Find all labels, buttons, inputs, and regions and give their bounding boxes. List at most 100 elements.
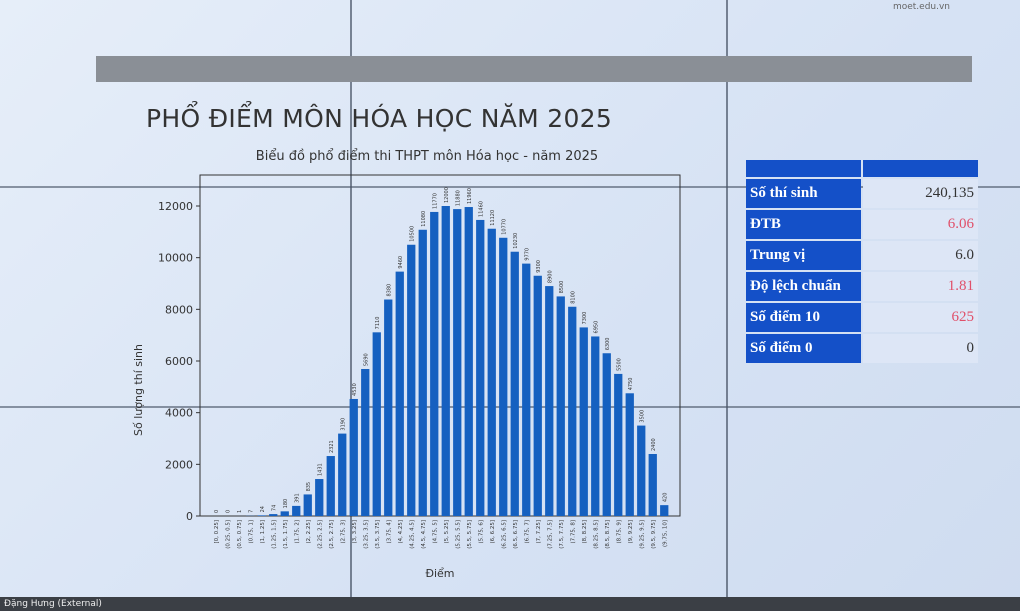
bar: [418, 229, 427, 516]
bar: [395, 271, 404, 516]
x-tick-label: (7.5, 7.75]: [559, 520, 565, 549]
x-tick-label: (8.5, 8.75]: [605, 520, 611, 549]
x-tick-label: (3.75, 4]: [386, 520, 392, 544]
x-tick-label: (9.25, 9.5]: [639, 520, 645, 549]
data-label: 3190: [340, 418, 346, 431]
stat-label: Số thí sinh: [746, 179, 861, 208]
data-label: 6950: [593, 321, 599, 334]
y-tick-label: 0: [186, 510, 193, 523]
stats-table: Số thí sinh 240,135 ĐTB 6.06 Trung vị 6.0 Độ l…: [744, 158, 980, 365]
data-label: 8380: [386, 284, 392, 297]
x-tick-label: (1.5, 1.75]: [283, 520, 289, 549]
stat-label: ĐTB: [746, 210, 861, 239]
x-tick-label: (5.5, 5.75]: [467, 520, 473, 549]
plot-frame: [199, 174, 681, 517]
bar: [384, 299, 393, 516]
x-tick-label: (1.75, 2]: [294, 520, 300, 544]
bar: [303, 494, 312, 516]
bar: [338, 433, 347, 516]
data-label: 11080: [421, 211, 427, 227]
x-tick-label: (4.5, 4.75]: [421, 520, 427, 549]
data-label: 5500: [616, 358, 622, 371]
x-tick-label: (8, 8.25]: [582, 520, 588, 544]
stat-value: 625: [863, 303, 978, 332]
x-tick-label: (4.25, 4.5]: [409, 520, 415, 549]
data-label: 835: [306, 482, 312, 492]
data-label: 420: [662, 493, 668, 503]
site-label: moet.edu.vn: [892, 2, 950, 12]
bar: [280, 511, 289, 516]
data-label: 11960: [467, 188, 473, 204]
x-tick-label: (6.75, 7]: [524, 520, 530, 544]
y-tick-label: 8000: [165, 303, 193, 316]
x-tick-label: (0.25, 0.5]: [225, 520, 231, 549]
bar: [545, 286, 554, 516]
data-label: 0: [225, 510, 231, 513]
data-label: 4530: [352, 383, 358, 396]
table-row: ĐTB 6.06: [746, 210, 978, 239]
x-tick-label: (5.25, 5.5]: [455, 520, 461, 549]
stat-value: 0: [863, 334, 978, 363]
data-label: 12000: [444, 187, 450, 203]
data-label: 5690: [363, 353, 369, 366]
stat-label: Số điểm 0: [746, 334, 861, 363]
table-row: Độ lệch chuẩn 1.81: [746, 272, 978, 301]
x-tick-label: (5, 5.25]: [444, 520, 450, 544]
data-label: 24: [260, 506, 266, 512]
bar: [441, 206, 450, 516]
bar: [315, 479, 324, 516]
bar: [407, 244, 416, 516]
bar: [579, 327, 588, 516]
x-tick-label: (7, 7.25]: [536, 520, 542, 544]
data-label: 2321: [329, 440, 335, 453]
x-tick-label: (6.5, 6.75]: [513, 520, 519, 549]
x-tick-label: (4.75, 5]: [432, 520, 438, 544]
bar: [660, 505, 669, 516]
x-tick-label: (8.75, 9]: [616, 520, 622, 544]
data-label: 8100: [570, 291, 576, 304]
x-tick-label: (1, 1.25]: [260, 520, 266, 544]
stat-value: 1.81: [863, 272, 978, 301]
bar: [556, 296, 565, 516]
x-tick-label: (7.25, 7.5]: [547, 520, 553, 549]
data-label: 0: [214, 510, 220, 513]
x-tick-label: (9.5, 9.75]: [651, 520, 657, 549]
data-label: 11120: [490, 210, 496, 226]
x-tick-label: (5.75, 6]: [478, 520, 484, 544]
bar: [637, 425, 646, 516]
chart-title: Biểu đồ phổ điểm thi THPT môn Hóa học - …: [256, 149, 598, 164]
stat-value: 6.06: [863, 210, 978, 239]
bar: [648, 454, 657, 516]
y-axis-label: Số lượng thí sinh: [132, 344, 145, 436]
x-tick-label: (3, 3.25]: [352, 520, 358, 544]
bar: [349, 398, 358, 516]
data-label: 11770: [432, 193, 438, 209]
frame-line: [0, 406, 1020, 408]
bar: [326, 456, 335, 516]
x-tick-label: (9, 9.25]: [628, 520, 634, 544]
slide-title: PHỔ ĐIỂM MÔN HÓA HỌC NĂM 2025: [146, 104, 613, 133]
bar: [522, 263, 531, 516]
y-tick-label: 6000: [165, 355, 193, 368]
data-label: 9770: [524, 248, 530, 261]
x-tick-label: (2.25, 2.5]: [317, 520, 323, 549]
x-tick-label: (0.75, 1]: [248, 520, 254, 544]
bar: [533, 275, 542, 516]
x-tick-label: (2.75, 3]: [340, 520, 346, 544]
data-label: 7110: [375, 317, 381, 330]
data-label: 8500: [559, 281, 565, 294]
x-tick-label: (2, 2.25]: [306, 520, 312, 544]
bar: [453, 209, 462, 516]
taskbar: Đặng Hưng (External): [0, 597, 1020, 611]
bar: [625, 393, 634, 516]
data-label: 6300: [605, 338, 611, 351]
data-label: 10770: [501, 219, 507, 235]
bar: [499, 237, 508, 516]
bar: [510, 251, 519, 516]
table-row: Trung vị 6.0: [746, 241, 978, 270]
frame-line: [350, 0, 352, 611]
frame-line: [726, 0, 728, 611]
bar: [602, 353, 611, 516]
data-label: 7: [248, 510, 254, 513]
